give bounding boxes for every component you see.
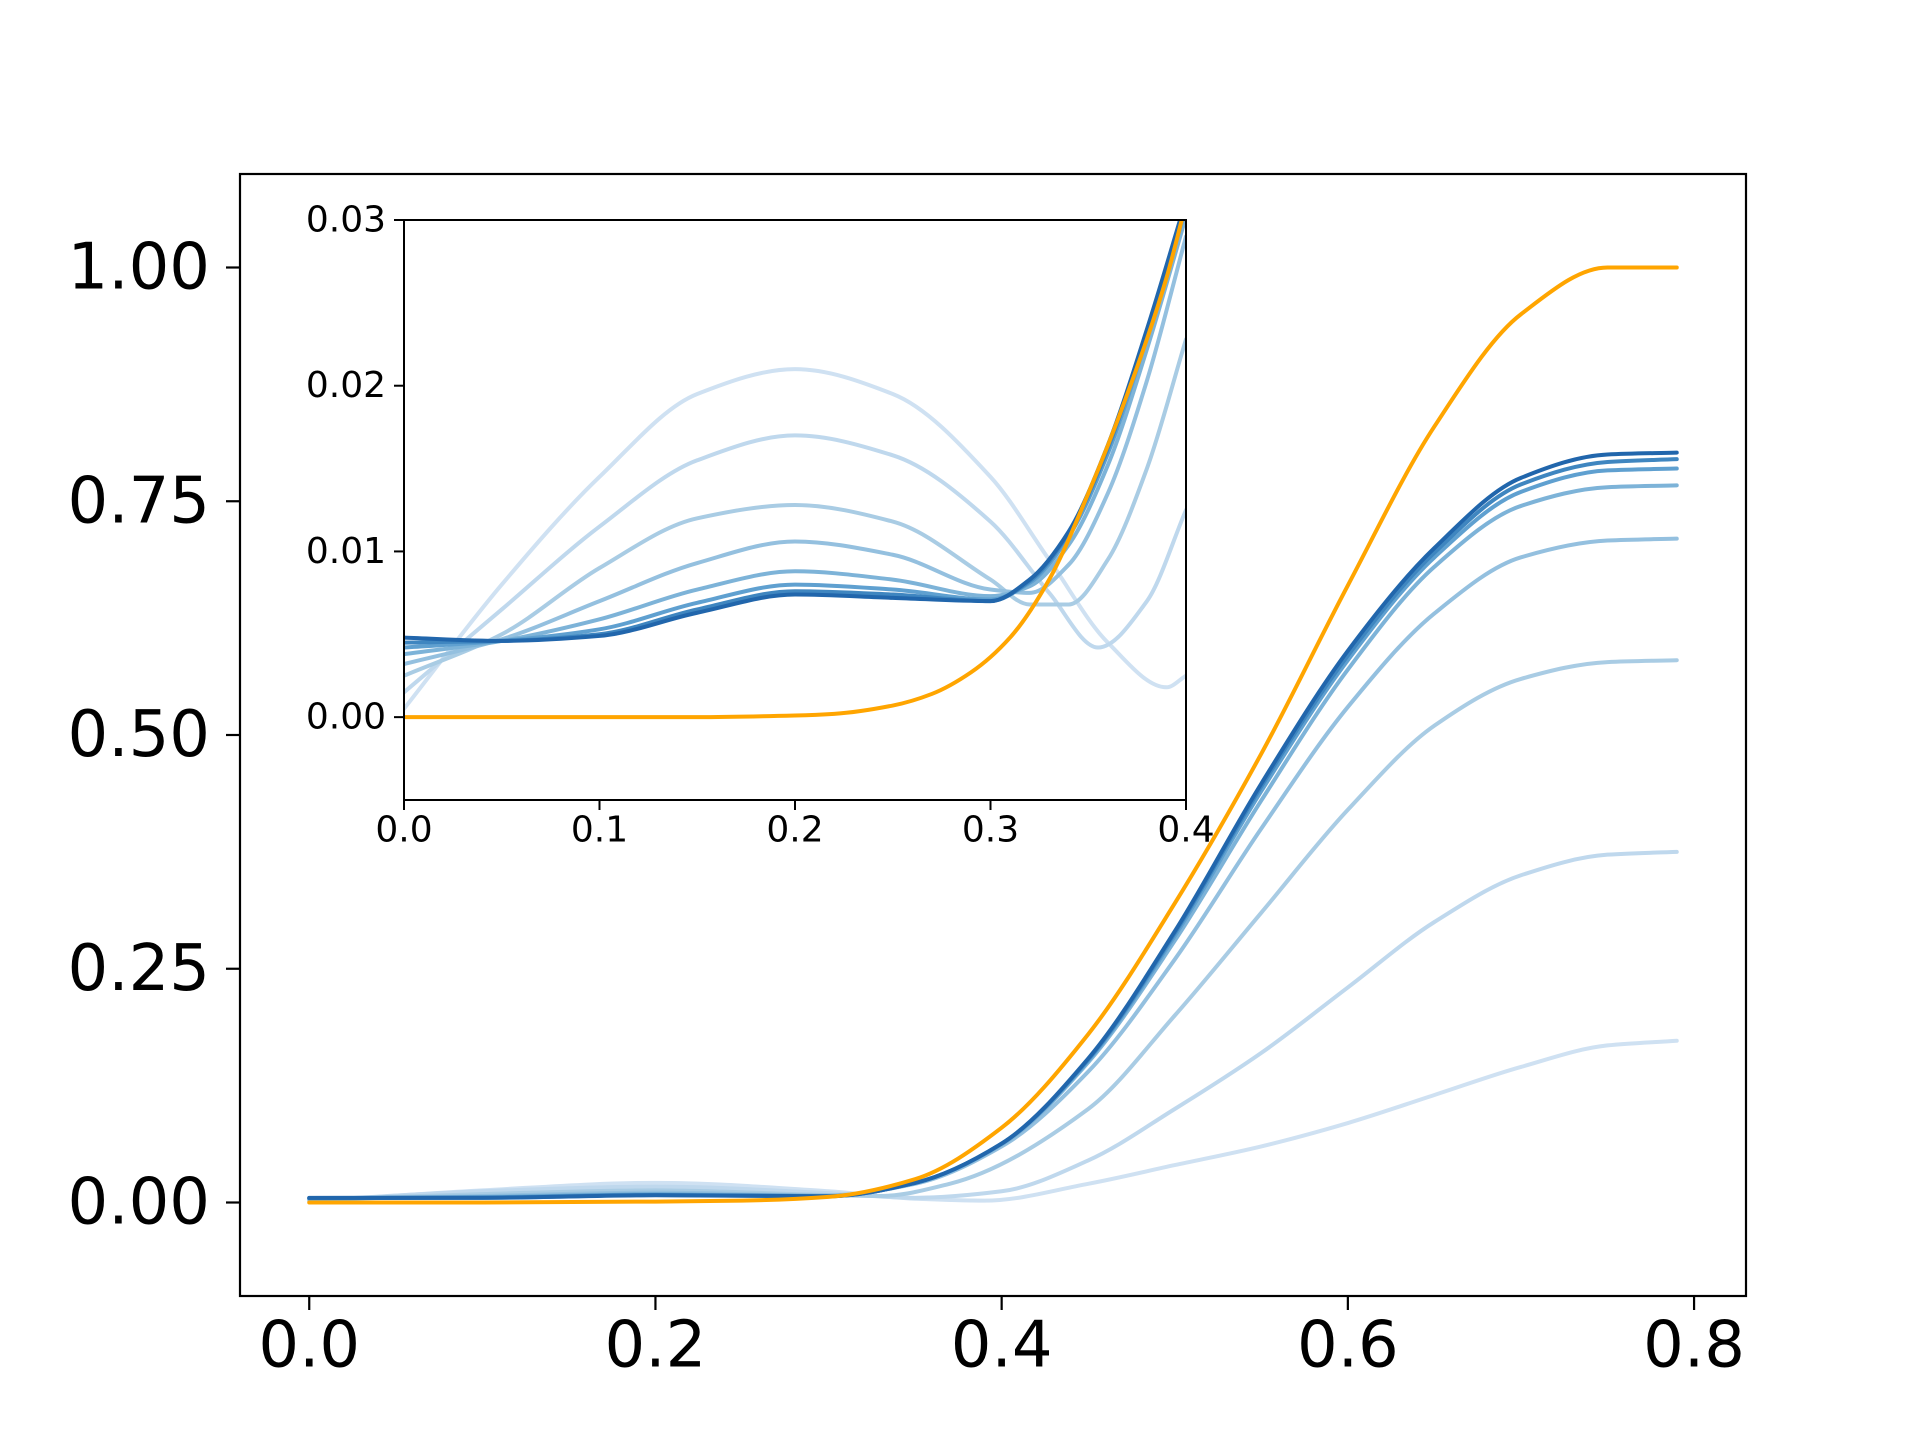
main-y-tick-label: 0.00	[68, 1166, 211, 1240]
main-x-tick-label: 0.0	[258, 1308, 360, 1382]
inset-series-line-approx-1	[404, 367, 1186, 711]
inset-x-tick-label: 0.1	[571, 810, 628, 851]
inset-x-tick-label: 0.4	[1157, 810, 1214, 851]
main-series-line-approx-1	[307, 1038, 1679, 1204]
inset-axes-frame	[403, 219, 1187, 801]
inset-x-tick-label: 0.3	[962, 810, 1019, 851]
main-series-group	[307, 265, 1679, 1205]
inset-y-tick-label: 0.00	[306, 697, 386, 738]
inset-series-line-approx-4	[404, 234, 1186, 667]
main-x-tick-label: 0.2	[605, 1308, 707, 1382]
main-series-line-target	[307, 265, 1679, 1205]
inset-y-tick-label: 0.02	[306, 365, 386, 406]
main-series-line-approx-3	[307, 658, 1679, 1202]
inset-y-tick-label: 0.03	[306, 200, 386, 241]
inset-series-line-approx-2	[404, 433, 1186, 695]
inset-y-tick-label: 0.01	[306, 531, 386, 572]
main-x-tick-label: 0.6	[1297, 1308, 1399, 1382]
inset-x-tick-label: 0.0	[375, 810, 432, 851]
main-y-tick-label: 0.50	[68, 698, 211, 772]
main-y-tick-label: 0.25	[68, 932, 211, 1006]
main-y-tick-label: 1.00	[68, 231, 211, 305]
main-series-line-approx-8	[307, 450, 1679, 1200]
inset-series-group	[404, 220, 1186, 720]
main-x-tick-label: 0.4	[951, 1308, 1053, 1382]
main-x-tick-label: 0.8	[1643, 1308, 1745, 1382]
inset-series-line-approx-3	[404, 337, 1186, 678]
inset-series-line-approx-5	[404, 220, 1186, 657]
main-y-tick-label: 0.75	[68, 464, 211, 538]
main-axes-frame	[238, 172, 1748, 1298]
inset-plot-area	[404, 220, 1186, 800]
inset-chart: 0.0 0.1 0.2 0.3 0.4 0.00 0.01 0.02 0.03	[306, 200, 1215, 851]
inset-series-line-target	[404, 220, 1184, 720]
inset-x-tick-label: 0.2	[766, 810, 823, 851]
main-series-line-approx-2	[307, 849, 1679, 1203]
